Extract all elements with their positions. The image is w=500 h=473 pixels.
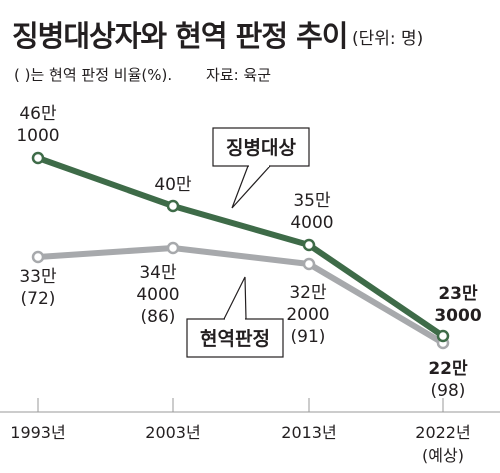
series-1-legend-label: 현역판정 — [200, 328, 270, 350]
series-1-callout-box — [186, 318, 284, 358]
series-1-value-label-1-0: 34만 — [139, 263, 177, 283]
source-note: 자료: 육군 — [206, 66, 271, 84]
labels-layer: 46만100040만35만400023만300033만(72)34만4000(8… — [16, 104, 481, 401]
series-0-value-label-0-1: 1000 — [16, 126, 59, 146]
series-0-legend-label: 징병대상 — [226, 137, 296, 159]
series-1-point-2 — [302, 257, 316, 271]
xticks-layer: 1993년 2003년 2013년 2022년 (예상) — [10, 398, 471, 465]
series-1-callout-tail — [223, 276, 247, 320]
series-1-value-label-2-1: 2000 — [286, 305, 329, 325]
series-0-point-0 — [31, 151, 45, 165]
x-tick-label-1: 2003년 — [145, 423, 200, 442]
x-tick-label-0: 1993년 — [10, 423, 65, 442]
series-1-value-label-3-1: (98) — [431, 381, 466, 401]
series-1-value-label-2-0: 32만 — [289, 283, 327, 303]
series-0-value-label-3-0: 23만 — [438, 284, 478, 304]
series-0-point-3 — [436, 329, 450, 343]
series-0-value-label-0-0: 46만 — [19, 104, 57, 124]
series-0-value-label-2-0: 35만 — [293, 191, 331, 211]
series-1-value-label-0-0: 33만 — [19, 267, 57, 287]
series-0-point-1 — [166, 199, 180, 213]
points-layer — [31, 151, 450, 350]
series-1-point-0 — [31, 250, 45, 264]
series-0-value-label-2-1: 4000 — [290, 213, 333, 233]
series-1-value-label-3-0: 22만 — [428, 359, 468, 379]
x-tick-label-2: 2013년 — [281, 423, 336, 442]
series-0-value-label-1-0: 40만 — [154, 175, 192, 195]
x-tick-sublabel-3: (예상) — [422, 446, 464, 465]
series-0-value-label-3-1: 3000 — [434, 306, 481, 326]
series-0-callout-tail — [231, 165, 272, 209]
series-1-line — [35, 245, 446, 346]
ratio-note: ( )는 현역 판정 비율(%). — [14, 66, 172, 84]
series-1-value-label-1-2: (86) — [141, 307, 176, 327]
series-0-callout-box — [212, 127, 310, 167]
x-tick-label-3: 2022년 — [415, 423, 470, 442]
series-1-value-label-0-1: (72) — [21, 289, 56, 309]
unit-label: (단위: 명) — [352, 29, 423, 49]
series-0-point-2 — [302, 238, 316, 252]
series-1-value-label-1-1: 4000 — [136, 285, 179, 305]
series-1-point-1 — [166, 241, 180, 255]
series-0-line — [35, 155, 446, 339]
lines-layer — [35, 155, 446, 346]
series-1-value-label-2-2: (91) — [291, 327, 326, 347]
chart-title: 징병대상자와 현역 판정 추이 — [12, 19, 347, 53]
